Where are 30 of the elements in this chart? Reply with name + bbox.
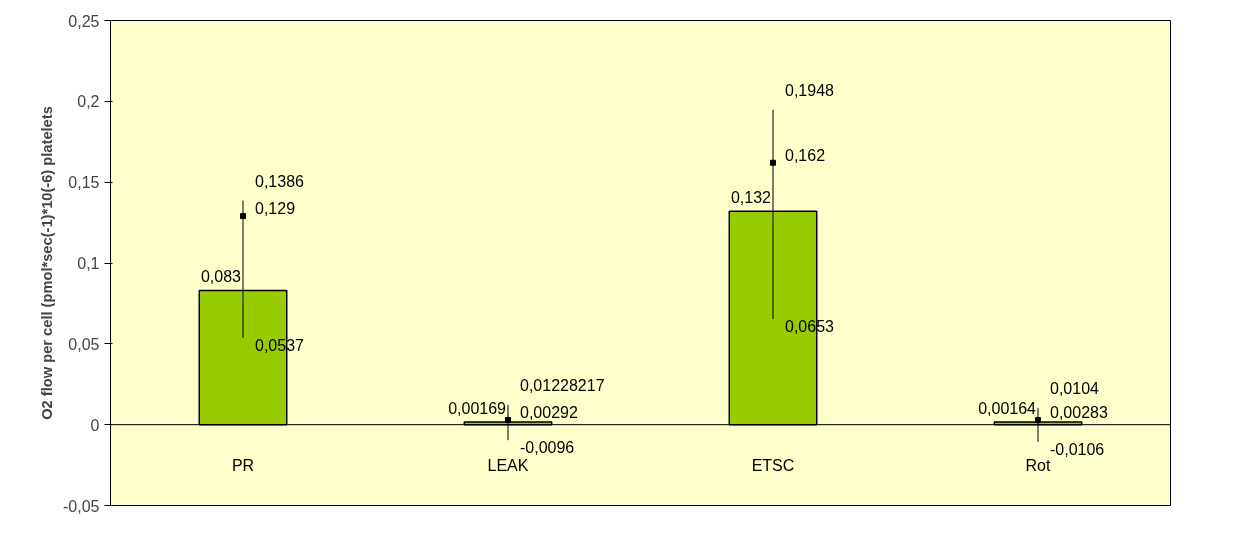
data-label: 0,083 xyxy=(200,268,242,286)
data-label: 0,162 xyxy=(785,146,826,164)
y-tick-label: 0 xyxy=(90,416,100,434)
x-tick-label: ETSC xyxy=(751,456,795,474)
y-tick-label: 0,25 xyxy=(68,12,100,30)
data-label: 0,00169 xyxy=(448,399,507,417)
annotation: 0,1386 xyxy=(255,172,305,190)
data-label: 0,129 xyxy=(255,200,296,218)
y-tick-label: 0,05 xyxy=(68,335,100,353)
y-tick-label: 0,2 xyxy=(77,93,100,111)
point xyxy=(240,213,246,220)
annotation: -0,0106 xyxy=(1050,440,1105,458)
y-tick-label: 0,15 xyxy=(68,174,100,192)
annotation: 0,1948 xyxy=(785,81,835,99)
point xyxy=(505,416,511,423)
point xyxy=(770,159,776,166)
data-label: 0,00292 xyxy=(520,403,578,421)
data-label: 0,00283 xyxy=(1050,404,1108,422)
y-axis-title: O2 flow per cell (pmol*sec(-1)*10(-6) platelets xyxy=(39,106,56,420)
annotation: 0,01228217 xyxy=(520,376,605,394)
x-tick-label: LEAK xyxy=(487,456,529,474)
data-label: 0,132 xyxy=(730,189,772,207)
y-tick-label: -0,05 xyxy=(63,497,100,515)
y-tick-label: 0,1 xyxy=(77,255,100,272)
annotation: 0,0104 xyxy=(1050,379,1100,397)
point xyxy=(1035,417,1041,424)
x-tick-label: Rot xyxy=(1025,456,1051,474)
x-tick-label: PR xyxy=(231,456,255,474)
annotation: -0,0096 xyxy=(520,439,575,457)
data-label: 0,00164 xyxy=(978,400,1037,418)
